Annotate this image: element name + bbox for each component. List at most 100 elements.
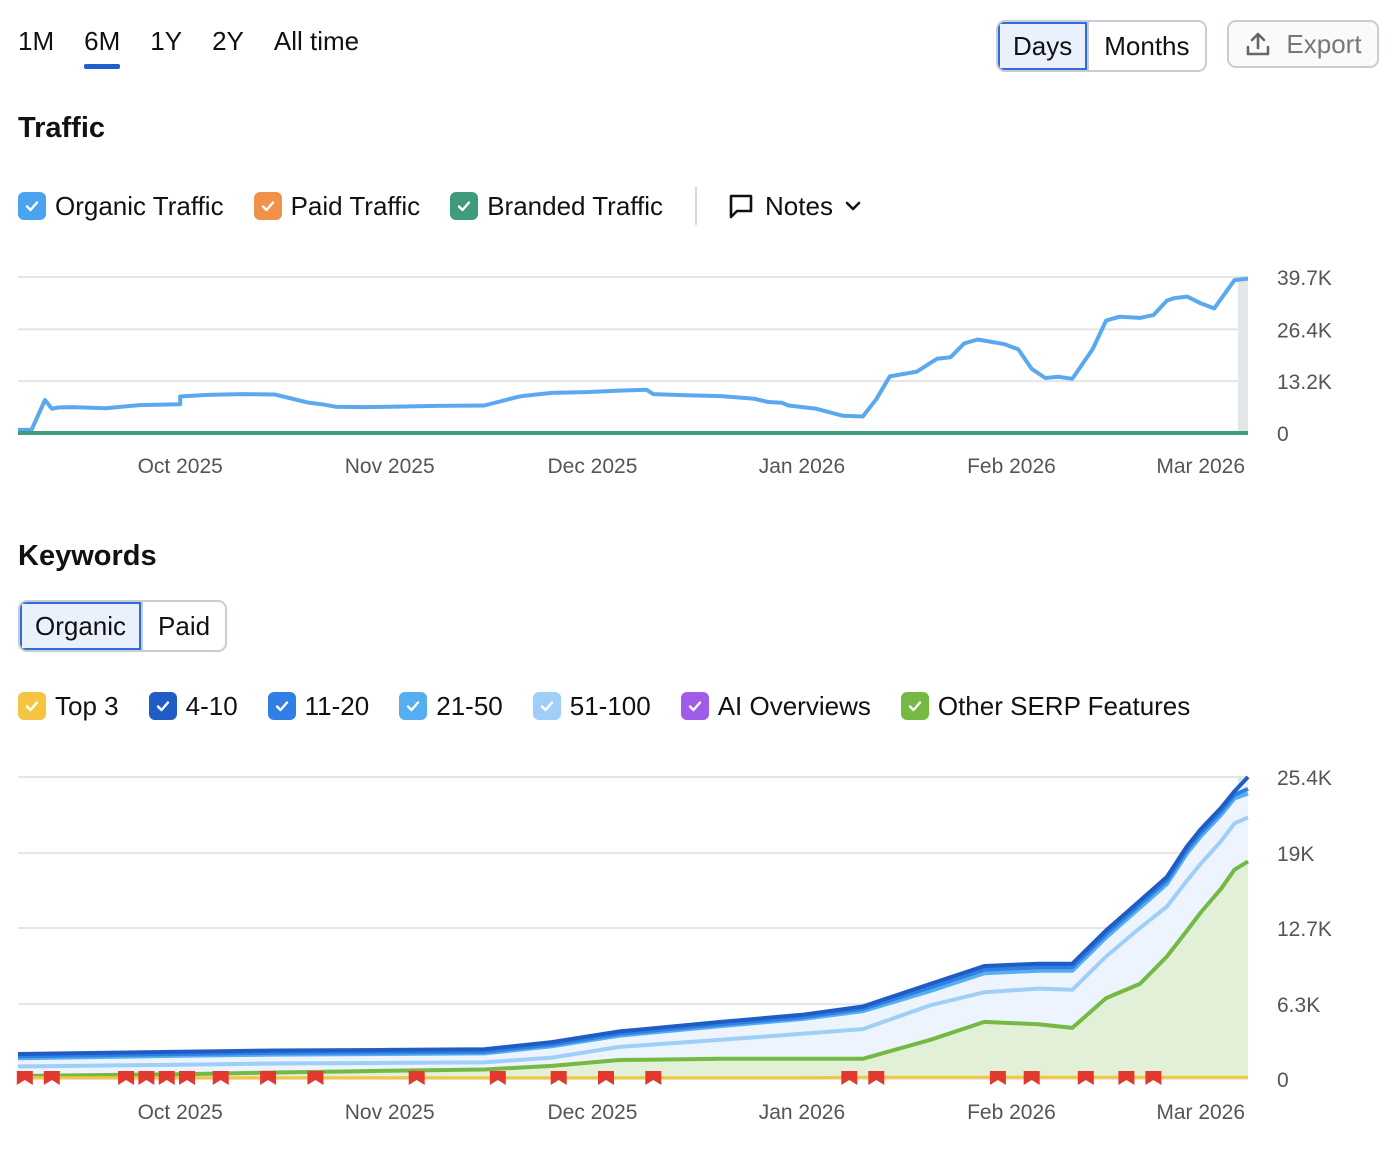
- top-3-line: [18, 1075, 1248, 1080]
- serp-features-area-fill: [18, 861, 1248, 1079]
- range-tab-6m[interactable]: 6M: [84, 26, 121, 69]
- 11-20-line: [17, 787, 1249, 1059]
- legend-divider: [695, 187, 698, 225]
- traffic-x-tick-label: Nov 2025: [345, 455, 435, 478]
- traffic-x-tick-label: Mar 2026: [1156, 455, 1245, 478]
- organic-traffic-label: Organic Traffic: [55, 190, 224, 221]
- note-marker[interactable]: [989, 1071, 1006, 1085]
- comment-icon: [729, 194, 753, 219]
- legend-51-100[interactable]: 51-100: [532, 690, 651, 722]
- export-label: Export: [1286, 28, 1362, 59]
- note-marker[interactable]: [841, 1071, 858, 1085]
- keywords-x-tick-label: Feb 2026: [967, 1101, 1056, 1124]
- note-marker[interactable]: [408, 1071, 425, 1085]
- traffic-legend: Organic Traffic Paid Traffic Branded Tra…: [18, 186, 863, 226]
- legend-21-50[interactable]: 21-50: [399, 691, 503, 722]
- paid-button[interactable]: Paid: [141, 602, 225, 650]
- other-serp-features-label: Other SERP Features: [937, 690, 1191, 721]
- organic-traffic-checkbox[interactable]: [18, 192, 46, 220]
- range-tabs: 1M 6M 1Y 2Y All time: [18, 26, 360, 69]
- ai-overviews-checkbox[interactable]: [680, 692, 709, 720]
- 4-10-checkbox[interactable]: [148, 692, 177, 720]
- 51-100-label: 51-100: [569, 690, 651, 721]
- note-marker[interactable]: [645, 1071, 662, 1085]
- note-marker[interactable]: [1077, 1071, 1094, 1085]
- paid-traffic-checkbox[interactable]: [253, 192, 282, 220]
- traffic-y-tick-label: 26.4K: [1277, 319, 1332, 342]
- traffic-x-tick-label: Oct 2025: [138, 455, 223, 478]
- traffic-chart: 0 13.2K 26.4K 39.7K Oct 2025 Nov 2025 Dec 2025…: [18, 267, 1332, 478]
- legend-branded-traffic[interactable]: Branded Traffic: [450, 191, 663, 222]
- legend-paid-traffic[interactable]: Paid Traffic: [253, 190, 421, 222]
- notes-dropdown[interactable]: Notes: [727, 191, 863, 222]
- note-marker[interactable]: [16, 1071, 33, 1085]
- note-marker[interactable]: [550, 1071, 567, 1085]
- traffic-x-tick-label: Jan 2026: [759, 455, 845, 478]
- legend-ai-overviews[interactable]: AI Overviews: [680, 690, 871, 722]
- keywords-x-tick-label: Nov 2025: [345, 1101, 435, 1124]
- note-marker[interactable]: [1145, 1071, 1162, 1085]
- keywords-legend: Top 3 4-10 11-20 21-50 51-100 AI Overvie…: [18, 686, 1220, 726]
- upload-icon: [1247, 32, 1270, 56]
- keywords-y-tick-label: 6.3K: [1277, 994, 1320, 1017]
- note-marker[interactable]: [260, 1071, 277, 1085]
- note-marker[interactable]: [43, 1071, 60, 1085]
- chevron-down-icon: [845, 201, 861, 211]
- other-serp-features-checkbox[interactable]: [900, 692, 929, 720]
- note-marker[interactable]: [598, 1071, 614, 1085]
- notes-label: Notes: [765, 190, 833, 221]
- days-button[interactable]: Days: [998, 22, 1088, 70]
- 21-50-checkbox[interactable]: [399, 692, 428, 720]
- note-marker[interactable]: [118, 1071, 135, 1085]
- top-3-label: Top 3: [55, 690, 119, 721]
- keywords-title: Keywords: [18, 540, 157, 572]
- note-marker[interactable]: [1023, 1071, 1040, 1085]
- note-marker[interactable]: [307, 1071, 324, 1085]
- traffic-y-tick-label: 0: [1277, 423, 1289, 446]
- note-marker[interactable]: [868, 1071, 885, 1085]
- legend-11-20[interactable]: 11-20: [267, 691, 369, 722]
- keywords-x-tick-label: Dec 2025: [547, 1101, 637, 1124]
- 51-100-line: [17, 815, 1249, 1069]
- ai-overviews-label: AI Overviews: [717, 690, 871, 721]
- top-3-checkbox[interactable]: [18, 692, 46, 720]
- keywords-y-tick-label: 0: [1277, 1069, 1289, 1092]
- range-tab-1m[interactable]: 1M: [18, 26, 55, 56]
- traffic-x-tick-label: Feb 2026: [967, 455, 1056, 478]
- note-marker[interactable]: [1118, 1071, 1135, 1085]
- range-tab-all-time[interactable]: All time: [273, 26, 360, 56]
- range-tab-1y[interactable]: 1Y: [150, 26, 183, 56]
- branded-traffic-checkbox[interactable]: [450, 192, 479, 220]
- legend-organic-traffic[interactable]: Organic Traffic: [18, 191, 224, 222]
- note-marker[interactable]: [179, 1071, 195, 1085]
- traffic-title: Traffic: [18, 112, 106, 144]
- export-button[interactable]: Export: [1227, 20, 1379, 68]
- branded-traffic-label: Branded Traffic: [487, 190, 664, 221]
- note-marker[interactable]: [158, 1071, 175, 1085]
- keywords-x-tick-label: Jan 2026: [759, 1101, 845, 1124]
- legend-other-serp-features[interactable]: Other SERP Features: [900, 690, 1191, 722]
- keywords-x-tick-label: Mar 2026: [1156, 1101, 1245, 1124]
- legend-4-10[interactable]: 4-10: [148, 690, 238, 722]
- keywords-type-toggle: Organic Paid: [18, 600, 228, 652]
- 11-20-checkbox[interactable]: [267, 692, 296, 720]
- other-serp-features-line: [17, 859, 1250, 1078]
- note-marker[interactable]: [138, 1071, 155, 1085]
- 4-10-label: 4-10: [185, 690, 238, 721]
- paid-traffic-label: Paid Traffic: [290, 190, 421, 221]
- keywords-y-tick-label: 25.4K: [1277, 767, 1332, 790]
- months-button[interactable]: Months: [1087, 22, 1204, 70]
- note-marker[interactable]: [212, 1071, 229, 1085]
- keywords-y-tick-label: 12.7K: [1277, 918, 1332, 941]
- organic-button[interactable]: Organic: [20, 602, 142, 650]
- note-marker[interactable]: [489, 1071, 506, 1085]
- 21-50-label: 21-50: [436, 690, 503, 721]
- legend-top-3[interactable]: Top 3: [18, 691, 119, 722]
- period-toggle: Days Months: [996, 20, 1207, 72]
- range-tab-2y[interactable]: 2Y: [212, 26, 244, 56]
- traffic-y-tick-label: 13.2K: [1277, 371, 1332, 394]
- keywords-y-tick-label: 19K: [1277, 843, 1314, 866]
- traffic-x-tick-label: Dec 2025: [547, 455, 637, 478]
- 51-100-checkbox[interactable]: [532, 692, 561, 720]
